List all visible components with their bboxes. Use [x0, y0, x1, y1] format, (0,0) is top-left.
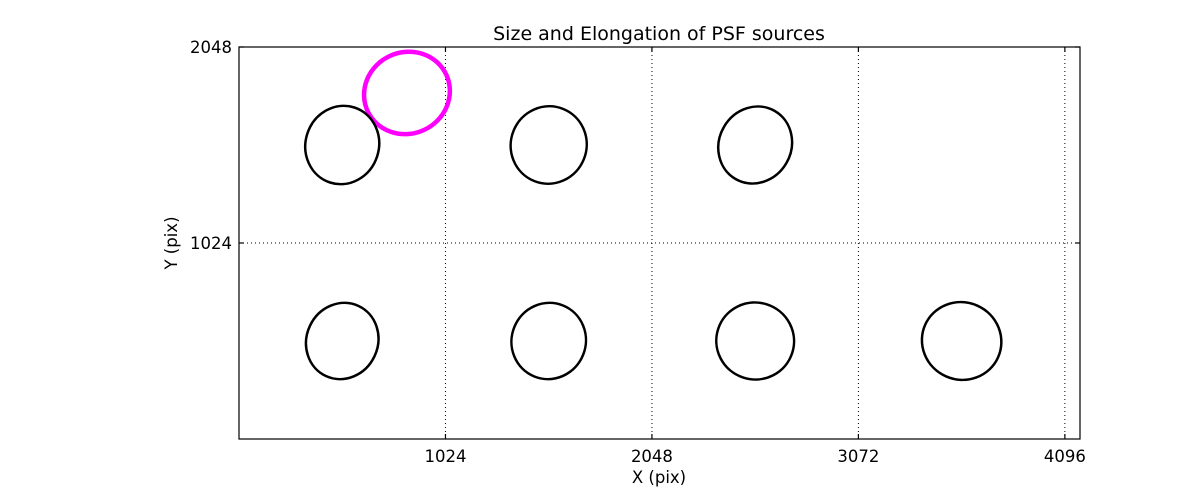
x-tick-label: 4096 — [1044, 447, 1086, 466]
psf-ellipse — [304, 104, 381, 186]
y-axis-label: Y (pix) — [162, 216, 181, 270]
chart-title: Size and Elongation of PSF sources — [493, 23, 825, 45]
psf-ellipse-highlighted — [361, 49, 453, 137]
y-tick-label: 1024 — [190, 234, 232, 253]
psf-ellipse — [920, 300, 1003, 382]
y-tick-label: 2048 — [190, 38, 232, 57]
x-tick-label: 3072 — [837, 447, 879, 466]
psf-ellipse — [510, 301, 588, 381]
psf-ellipse — [715, 301, 796, 381]
tick-labels-layer: 1024 2048 3072 4096 1024 2048 — [190, 38, 1086, 466]
x-tick-label: 2048 — [631, 447, 673, 466]
x-tick-label: 1024 — [424, 447, 466, 466]
psf-ellipse — [304, 301, 380, 381]
psf-ellipse — [717, 105, 794, 185]
x-axis-label: X (pix) — [632, 468, 686, 487]
ticks-layer — [239, 46, 1080, 439]
psf-ellipse — [509, 105, 588, 185]
psf-ellipses-layer — [304, 49, 1003, 382]
